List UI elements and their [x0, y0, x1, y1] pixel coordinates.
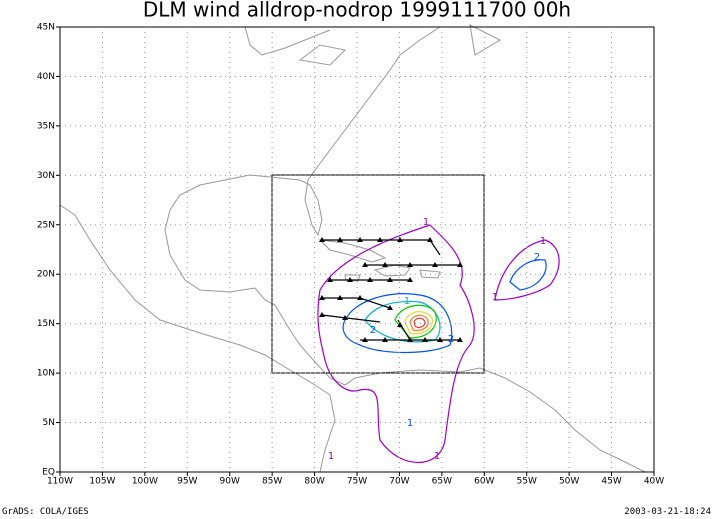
observation-marker	[342, 315, 348, 320]
observation-marker	[407, 262, 413, 267]
observation-marker	[397, 322, 403, 327]
lat-label: 30N	[37, 171, 55, 181]
contour-label: 2	[534, 252, 540, 263]
lon-label: 80W	[304, 477, 324, 487]
observation-marker	[367, 277, 373, 282]
title: DLM wind alldrop-nodrop 1999111700 00h	[143, 0, 571, 22]
lon-label: 60W	[474, 477, 494, 487]
observation-marker	[382, 337, 388, 342]
contour-label: 1	[540, 236, 546, 247]
observation-marker	[362, 262, 368, 267]
lon-label: 90W	[220, 477, 240, 487]
observation-marker	[427, 237, 433, 242]
contour-label: 1	[434, 451, 440, 462]
observation-marker	[357, 237, 363, 242]
lon-label: 50W	[559, 477, 579, 487]
observation-marker	[327, 277, 333, 282]
observation-marker	[407, 277, 413, 282]
footer-left: GrADS: COLA/IGES	[2, 507, 89, 517]
observation-marker	[457, 337, 463, 342]
contour-label: 1	[423, 217, 429, 228]
lon-label: 85W	[262, 477, 282, 487]
contour-label: 1	[328, 451, 334, 462]
lat-label: 10N	[37, 369, 55, 379]
lon-label: 40W	[644, 477, 664, 487]
contour-label: 2	[448, 334, 454, 345]
lat-label: EQ	[42, 468, 55, 478]
lon-label: 110W	[47, 477, 73, 487]
observation-marker	[362, 337, 368, 342]
observation-marker	[407, 337, 413, 342]
lat-label: 45N	[37, 23, 55, 33]
observation-marker	[337, 237, 343, 242]
lon-label: 105W	[89, 477, 115, 487]
lon-label: 75W	[347, 477, 367, 487]
observation-marker	[422, 337, 428, 342]
lon-label: 95W	[177, 477, 197, 487]
observation-marker	[319, 237, 325, 242]
observation-marker	[387, 305, 393, 310]
footer-right: 2003-03-21-18:24	[624, 507, 711, 517]
lon-label: 70W	[389, 477, 409, 487]
lat-label: 20N	[37, 270, 55, 280]
contour-label: 1	[407, 418, 413, 429]
observation-marker	[432, 262, 438, 267]
lat-label: 15N	[37, 319, 55, 329]
observation-marker	[397, 237, 403, 242]
observation-marker	[437, 337, 443, 342]
observation-marker	[319, 312, 325, 317]
contours	[317, 224, 560, 463]
lat-label: 25N	[37, 220, 55, 230]
plot-frame	[59, 26, 655, 473]
lon-label: 65W	[432, 477, 452, 487]
observation-marker	[357, 295, 363, 300]
lon-label: 45W	[601, 477, 621, 487]
observation-marker	[387, 277, 393, 282]
observation-marker	[347, 277, 353, 282]
observation-marker	[382, 262, 388, 267]
coastlines	[59, 24, 646, 473]
contour-label: 2	[370, 325, 376, 336]
observation-marker	[319, 295, 325, 300]
lon-label: 55W	[517, 477, 537, 487]
lat-label: 5N	[43, 418, 55, 428]
observation-marker	[377, 237, 383, 242]
contour-label: 1	[404, 296, 410, 307]
lat-label: 40N	[37, 72, 55, 82]
observation-marker	[337, 295, 343, 300]
inset-box	[271, 174, 485, 374]
contour-label: 1	[492, 292, 498, 303]
lat-label: 35N	[37, 121, 55, 131]
lon-label: 100W	[132, 477, 158, 487]
observation-marker	[457, 262, 463, 267]
